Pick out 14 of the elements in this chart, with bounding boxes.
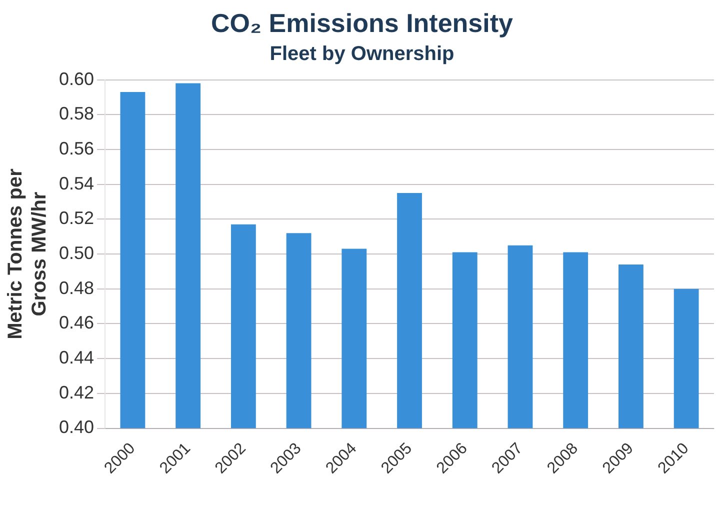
y-tick-label: 0.58: [58, 104, 94, 124]
y-tick-label: 0.48: [58, 278, 94, 298]
y-tick-label: 0.50: [58, 242, 94, 263]
y-tick-label: 0.56: [58, 138, 94, 158]
y-tick-label: 0.40: [58, 417, 94, 438]
y-tick-label: 0.46: [58, 312, 94, 333]
chart-title: CO₂ Emissions Intensity: [210, 8, 514, 39]
y-tick-label: 0.44: [58, 348, 94, 368]
y-tick-label: 0.60: [58, 68, 94, 89]
y-tick-label: 0.52: [58, 208, 94, 228]
y-tick-label: 0.54: [58, 173, 94, 194]
chart-subtitle: Fleet by Ownership: [268, 43, 456, 66]
y-axis-title: Metric Tonnes per Gross MW/hr: [4, 168, 51, 340]
y-tick-label: 0.42: [58, 382, 94, 402]
